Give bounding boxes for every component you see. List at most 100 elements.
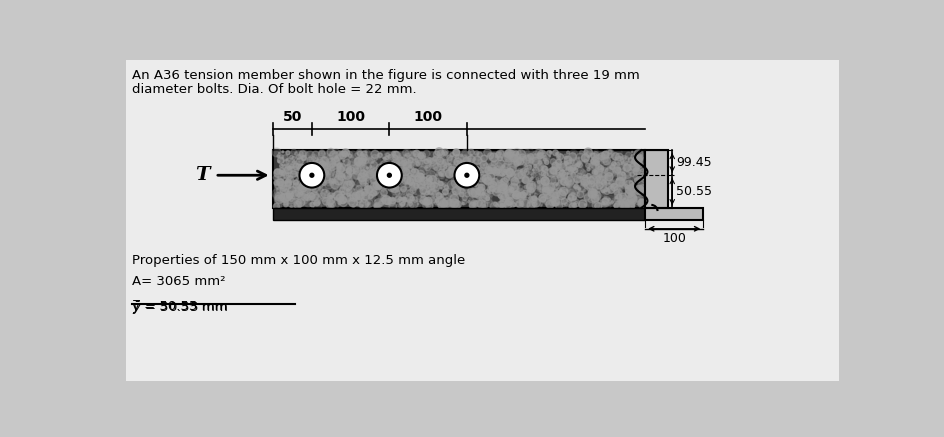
- Circle shape: [314, 166, 322, 175]
- Circle shape: [575, 181, 578, 184]
- Circle shape: [508, 176, 513, 181]
- Circle shape: [452, 185, 455, 187]
- Circle shape: [504, 150, 514, 159]
- Circle shape: [519, 156, 525, 161]
- Circle shape: [531, 198, 540, 207]
- Circle shape: [407, 203, 410, 206]
- Circle shape: [311, 163, 315, 169]
- Circle shape: [456, 160, 458, 162]
- Circle shape: [494, 160, 497, 164]
- Circle shape: [632, 183, 633, 184]
- Circle shape: [408, 157, 413, 163]
- Circle shape: [575, 185, 580, 190]
- Circle shape: [611, 198, 619, 206]
- Circle shape: [498, 149, 503, 155]
- Circle shape: [487, 173, 495, 180]
- Circle shape: [362, 191, 369, 200]
- Circle shape: [452, 170, 458, 176]
- Circle shape: [491, 161, 496, 166]
- Circle shape: [425, 173, 426, 175]
- Circle shape: [555, 159, 561, 165]
- Circle shape: [346, 195, 353, 201]
- Circle shape: [637, 187, 644, 194]
- Circle shape: [337, 166, 341, 170]
- Circle shape: [504, 155, 510, 160]
- Circle shape: [442, 160, 447, 165]
- Circle shape: [439, 181, 444, 186]
- Circle shape: [283, 189, 288, 193]
- Circle shape: [321, 153, 322, 154]
- Circle shape: [278, 181, 285, 189]
- Circle shape: [391, 185, 396, 192]
- Circle shape: [627, 171, 631, 175]
- Circle shape: [346, 168, 351, 173]
- Circle shape: [397, 156, 401, 160]
- Circle shape: [619, 201, 629, 210]
- Circle shape: [396, 187, 400, 192]
- Circle shape: [540, 177, 548, 185]
- Circle shape: [516, 151, 521, 156]
- Circle shape: [480, 163, 489, 173]
- Circle shape: [573, 164, 578, 169]
- Circle shape: [349, 151, 356, 157]
- Circle shape: [506, 197, 510, 200]
- Circle shape: [453, 201, 461, 208]
- Circle shape: [507, 201, 510, 203]
- Circle shape: [512, 194, 514, 196]
- Circle shape: [309, 179, 315, 186]
- Circle shape: [401, 155, 410, 163]
- Circle shape: [305, 181, 307, 183]
- Circle shape: [338, 173, 345, 180]
- Circle shape: [298, 194, 305, 200]
- Circle shape: [534, 193, 537, 196]
- Circle shape: [318, 150, 325, 156]
- Circle shape: [517, 171, 525, 178]
- Circle shape: [392, 159, 399, 167]
- Circle shape: [636, 156, 642, 161]
- Circle shape: [531, 184, 532, 186]
- Circle shape: [282, 155, 288, 161]
- Circle shape: [396, 168, 398, 170]
- Circle shape: [466, 165, 473, 171]
- Circle shape: [487, 165, 496, 173]
- Circle shape: [641, 179, 645, 182]
- Circle shape: [277, 178, 283, 186]
- Circle shape: [379, 173, 386, 180]
- Circle shape: [474, 151, 479, 156]
- Circle shape: [535, 177, 538, 180]
- Circle shape: [497, 180, 507, 189]
- Circle shape: [274, 195, 282, 203]
- Circle shape: [295, 173, 299, 176]
- Circle shape: [508, 150, 514, 156]
- Circle shape: [300, 180, 310, 189]
- Circle shape: [341, 182, 345, 186]
- Circle shape: [388, 198, 390, 199]
- Circle shape: [638, 188, 647, 197]
- Circle shape: [594, 161, 598, 166]
- Circle shape: [327, 154, 328, 155]
- Circle shape: [517, 193, 520, 196]
- Circle shape: [448, 164, 449, 166]
- Circle shape: [614, 192, 621, 199]
- Circle shape: [552, 183, 559, 189]
- Circle shape: [470, 174, 479, 183]
- Circle shape: [552, 201, 556, 205]
- Circle shape: [532, 154, 538, 160]
- Circle shape: [420, 193, 425, 197]
- Circle shape: [438, 181, 443, 186]
- Circle shape: [628, 190, 632, 194]
- Circle shape: [495, 152, 500, 157]
- Circle shape: [566, 160, 571, 165]
- Circle shape: [304, 175, 311, 181]
- Circle shape: [286, 195, 290, 198]
- Circle shape: [316, 180, 324, 187]
- Circle shape: [492, 190, 497, 194]
- Circle shape: [330, 204, 333, 207]
- Circle shape: [548, 151, 551, 153]
- Circle shape: [469, 186, 471, 187]
- Circle shape: [391, 151, 396, 155]
- Circle shape: [524, 164, 527, 166]
- Circle shape: [633, 160, 642, 168]
- Circle shape: [569, 159, 570, 160]
- Circle shape: [421, 197, 430, 206]
